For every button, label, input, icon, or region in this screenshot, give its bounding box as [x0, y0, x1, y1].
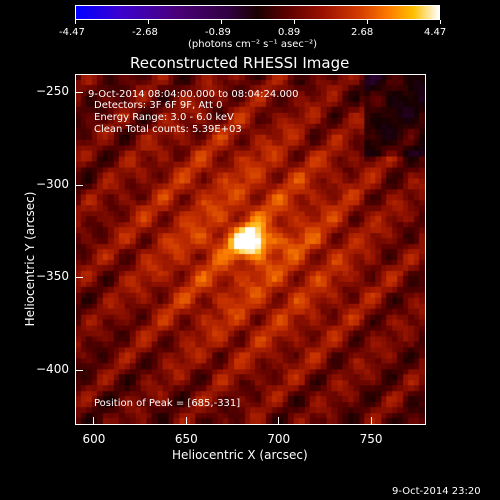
- annotation-peak-position: Position of Peak = [685,-331]: [94, 398, 241, 409]
- chart-title: Reconstructed RHESSI Image: [130, 54, 350, 72]
- x-axis-label: Heliocentric X (arcsec): [172, 448, 308, 462]
- y-tick: [75, 369, 83, 371]
- colorbar-tick-label: 4.47: [424, 27, 447, 38]
- y-tick-label: −400: [36, 361, 69, 376]
- colorbar-tick: [148, 20, 149, 24]
- x-tick: [370, 417, 372, 425]
- y-tick-label: −300: [36, 176, 69, 191]
- annotation-clean: Clean Total counts: 5.39E+03: [94, 124, 242, 135]
- y-tick: [75, 92, 83, 94]
- y-tick: [75, 277, 83, 279]
- x-tick: [93, 417, 95, 425]
- annotation-detectors: Detectors: 3F 6F 9F, Att 0: [94, 100, 223, 111]
- colorbar-tick: [75, 20, 76, 24]
- plot-area: 9-Oct-2014 08:04:00.000 to 08:04:24.000 …: [75, 74, 426, 425]
- colorbar-tick-label: 2.68: [351, 27, 374, 38]
- colorbar-tick-label: -0.89: [205, 27, 231, 38]
- x-tick-label: 600: [82, 432, 106, 446]
- y-tick-label: −350: [36, 269, 69, 284]
- annotation-energy: Energy Range: 3.0 - 6.0 keV: [94, 112, 234, 123]
- annotation-time-range: 9-Oct-2014 08:04:00.000 to 08:04:24.000: [88, 89, 299, 100]
- colorbar-tick-label: -2.68: [132, 27, 158, 38]
- colorbar-tick-label: -4.47: [59, 27, 85, 38]
- x-tick-label: 650: [174, 432, 198, 446]
- y-tick: [75, 184, 83, 186]
- colorbar: [75, 5, 440, 20]
- footer-timestamp: 9-Oct-2014 23:20: [392, 486, 481, 497]
- x-tick: [278, 417, 280, 425]
- colorbar-unit-label: (photons cm⁻² s⁻¹ asec⁻²): [188, 39, 318, 50]
- colorbar-tick: [440, 20, 441, 24]
- x-tick-label: 700: [267, 432, 291, 446]
- colorbar-tick-label: 0.89: [278, 27, 301, 38]
- colorbar-tick: [294, 20, 295, 24]
- y-axis-label: Heliocentric Y (arcsec): [23, 191, 37, 327]
- x-tick-label: 750: [359, 432, 383, 446]
- colorbar-tick: [221, 20, 222, 24]
- colorbar-tick: [367, 20, 368, 24]
- x-tick: [185, 417, 187, 425]
- heatmap-image: [76, 75, 425, 424]
- y-tick-label: −250: [36, 84, 69, 99]
